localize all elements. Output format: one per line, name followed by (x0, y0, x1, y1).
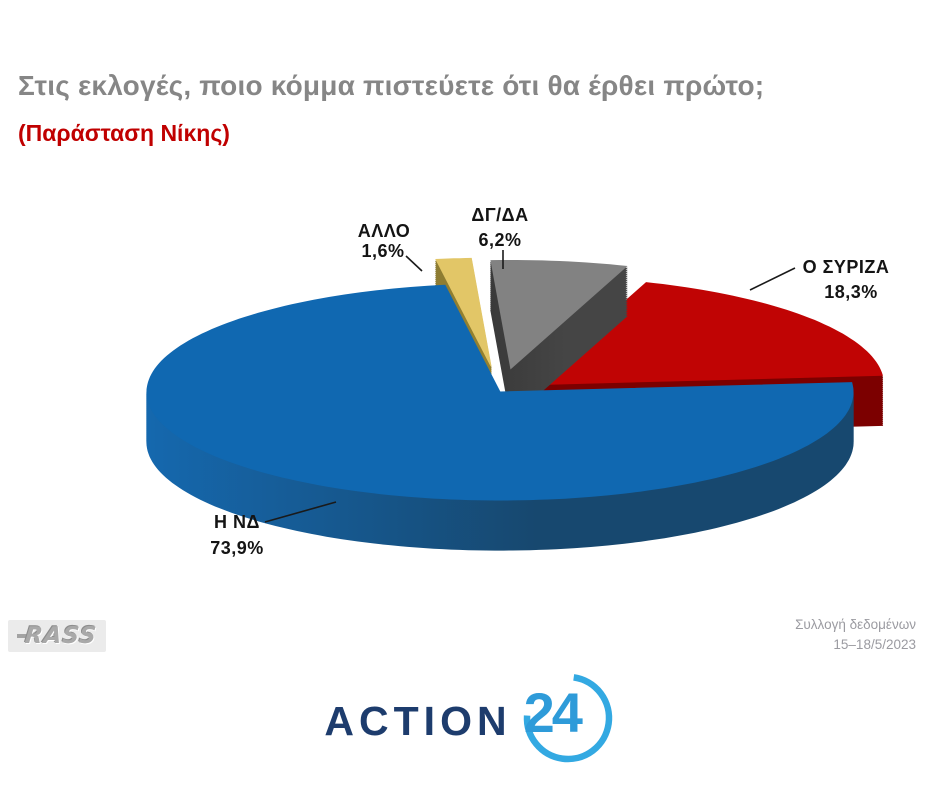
page-title: Στις εκλογές, ποιο κόμμα πιστεύετε ότι θ… (18, 70, 765, 101)
slice-value: 73,9% (210, 538, 264, 558)
action24-circle: 24 (520, 670, 616, 766)
leader-line (264, 501, 337, 523)
slice-label: Ο ΣΥΡΙΖΑ (803, 257, 890, 277)
action24-arc-icon (523, 673, 612, 763)
data-collection-note: Συλλογή δεδομένων 15–18/5/2023 (795, 615, 916, 654)
collection-label: Συλλογή δεδομένων (795, 617, 916, 632)
slice-label: ΑΛΛΟ (358, 221, 411, 241)
collection-dates: 15–18/5/2023 (833, 636, 916, 652)
rass-logo-dash (17, 634, 28, 638)
action24-number: 24 (523, 681, 583, 744)
pie-slice-top (490, 260, 628, 370)
page-subtitle: (Παράσταση Νίκης) (18, 120, 230, 146)
pie-slice-top (146, 284, 854, 501)
pie-slice-1 (490, 260, 628, 420)
leader-line (749, 267, 796, 291)
slice-label: Η ΝΔ (214, 512, 260, 532)
leader-line (405, 255, 423, 272)
action24-logo: ACTION 24 (0, 663, 940, 773)
pie-slice-3 (146, 284, 854, 551)
rass-logo: RASS (8, 620, 106, 652)
pie-slice-top (435, 257, 492, 367)
slice-value: 6,2% (478, 230, 521, 250)
slice-value: 18,3% (824, 282, 878, 302)
slice-value: 1,6% (361, 241, 404, 261)
slice-label: ΔΓ/ΔΑ (471, 205, 528, 225)
action24-word: ACTION (324, 697, 512, 744)
rass-logo-text: RASS (23, 623, 99, 649)
